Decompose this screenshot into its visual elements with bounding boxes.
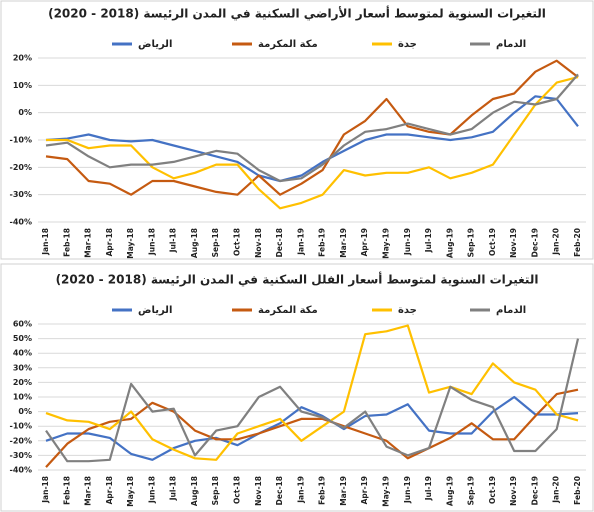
x-tick-label: Apr-18 (105, 228, 114, 256)
x-tick-label: Oct-19 (488, 476, 497, 504)
legend-label: جدة (398, 305, 417, 316)
legend-label: الرياض (138, 305, 172, 316)
x-tick-label: Jun-18 (147, 476, 156, 504)
x-tick-label: Oct-19 (488, 228, 497, 256)
x-tick-label: Jun-19 (403, 228, 412, 256)
x-tick-label: May-18 (126, 228, 135, 259)
legend-label: الرياض (138, 39, 172, 50)
x-tick-label: Oct-18 (233, 228, 242, 256)
panel (0, 263, 594, 512)
x-tick-label: Feb-19 (318, 228, 327, 257)
x-tick-label: Jul-19 (424, 228, 433, 253)
y-tick-label: -30% (10, 451, 32, 460)
series-line (45, 95, 579, 183)
x-tick-label: Apr-18 (105, 476, 114, 504)
x-tick-label: Nov-18 (254, 228, 263, 258)
y-tick-label: -20% (10, 436, 32, 445)
x-tick-label: Feb-20 (573, 476, 582, 505)
x-tick-label: Aug-19 (445, 228, 454, 258)
y-tick-label: 10% (13, 81, 32, 90)
y-tick-label: 50% (13, 334, 32, 343)
x-tick-label: May-19 (381, 228, 390, 259)
x-tick-label: Feb-20 (573, 228, 582, 257)
x-tick-label: Jul-18 (169, 476, 178, 501)
legend-label: جدة (398, 39, 417, 50)
series-line (45, 59, 579, 196)
x-tick-label: Dec-19 (530, 476, 539, 505)
x-tick-label: Sep-18 (211, 476, 220, 505)
y-tick-label: 10% (13, 393, 32, 402)
x-tick-label: May-19 (381, 476, 390, 507)
y-tick-label: -20% (10, 163, 32, 172)
y-tick-label: 20% (13, 378, 32, 387)
x-tick-label: Mar-19 (339, 228, 348, 258)
x-tick-label: Jul-19 (424, 476, 433, 501)
y-tick-label: 20% (13, 54, 32, 63)
x-tick-label: Oct-18 (233, 476, 242, 504)
x-tick-label: Mar-18 (84, 228, 93, 258)
y-tick-label: -40% (10, 218, 32, 227)
x-tick-label: Aug-18 (190, 228, 199, 258)
x-tick-label: Jan-18 (41, 476, 50, 504)
legend-label: الدمام (496, 39, 526, 50)
x-tick-label: Sep-19 (467, 228, 476, 257)
x-tick-label: Dec-18 (275, 228, 284, 257)
y-tick-label: -30% (10, 190, 32, 199)
x-tick-label: Nov-19 (509, 476, 518, 506)
x-tick-label: Mar-19 (339, 476, 348, 506)
x-tick-label: Feb-18 (62, 476, 71, 505)
x-tick-label: Dec-19 (530, 228, 539, 257)
y-tick-label: 40% (13, 349, 32, 358)
x-tick-label: Jun-18 (147, 228, 156, 256)
x-tick-label: Jan-19 (296, 476, 305, 504)
x-tick-label: Jan-20 (552, 476, 561, 504)
y-tick-label: 0% (18, 407, 32, 416)
x-tick-label: Dec-18 (275, 476, 284, 505)
x-tick-label: Sep-19 (467, 476, 476, 505)
x-tick-label: Aug-18 (190, 476, 199, 506)
x-tick-label: Aug-19 (445, 476, 454, 506)
y-tick-label: -40% (10, 466, 32, 475)
y-tick-label: 0% (18, 108, 32, 117)
x-tick-label: Mar-18 (84, 476, 93, 506)
x-tick-label: Apr-19 (360, 228, 369, 256)
x-tick-label: May-18 (126, 476, 135, 507)
x-tick-label: Apr-19 (360, 476, 369, 504)
x-tick-label: Jan-19 (296, 228, 305, 256)
legend-label: مكة المكرمة (258, 39, 318, 50)
x-tick-label: Jun-19 (403, 476, 412, 504)
x-tick-label: Jul-18 (169, 228, 178, 253)
series-line (45, 73, 579, 183)
y-tick-label: 60% (13, 320, 32, 329)
x-tick-label: Jan-20 (552, 228, 561, 256)
legend-label: الدمام (496, 305, 526, 316)
x-tick-label: Jan-18 (41, 228, 50, 256)
series-line (45, 338, 580, 463)
x-tick-label: Feb-19 (318, 476, 327, 505)
chart-title: التغيرات السنوية لمتوسط أسعار الأراضي ال… (48, 6, 546, 22)
x-tick-label: Feb-18 (62, 228, 71, 257)
y-tick-label: 30% (13, 363, 32, 372)
chart-title: التغيرات السنوية لمتوسط أسعار الفلل السك… (56, 272, 539, 288)
x-tick-label: Sep-18 (211, 228, 220, 257)
series-line (45, 324, 579, 461)
y-tick-label: -10% (10, 136, 32, 145)
series-line (46, 76, 579, 210)
series-line (45, 395, 579, 461)
y-tick-label: -10% (10, 422, 32, 431)
x-tick-label: Nov-19 (509, 228, 518, 258)
legend-label: مكة المكرمة (258, 305, 318, 316)
x-tick-label: Nov-18 (254, 476, 263, 506)
